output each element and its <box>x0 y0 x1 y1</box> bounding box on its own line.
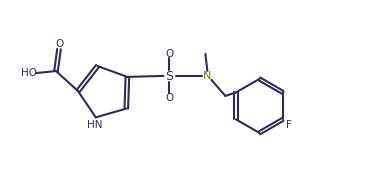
Text: HN: HN <box>87 120 102 130</box>
Text: HO: HO <box>20 68 37 78</box>
Text: O: O <box>55 38 63 49</box>
Text: N: N <box>203 71 212 81</box>
Text: O: O <box>165 49 174 59</box>
Text: F: F <box>286 120 292 130</box>
Text: S: S <box>166 70 173 83</box>
Text: O: O <box>165 93 174 103</box>
